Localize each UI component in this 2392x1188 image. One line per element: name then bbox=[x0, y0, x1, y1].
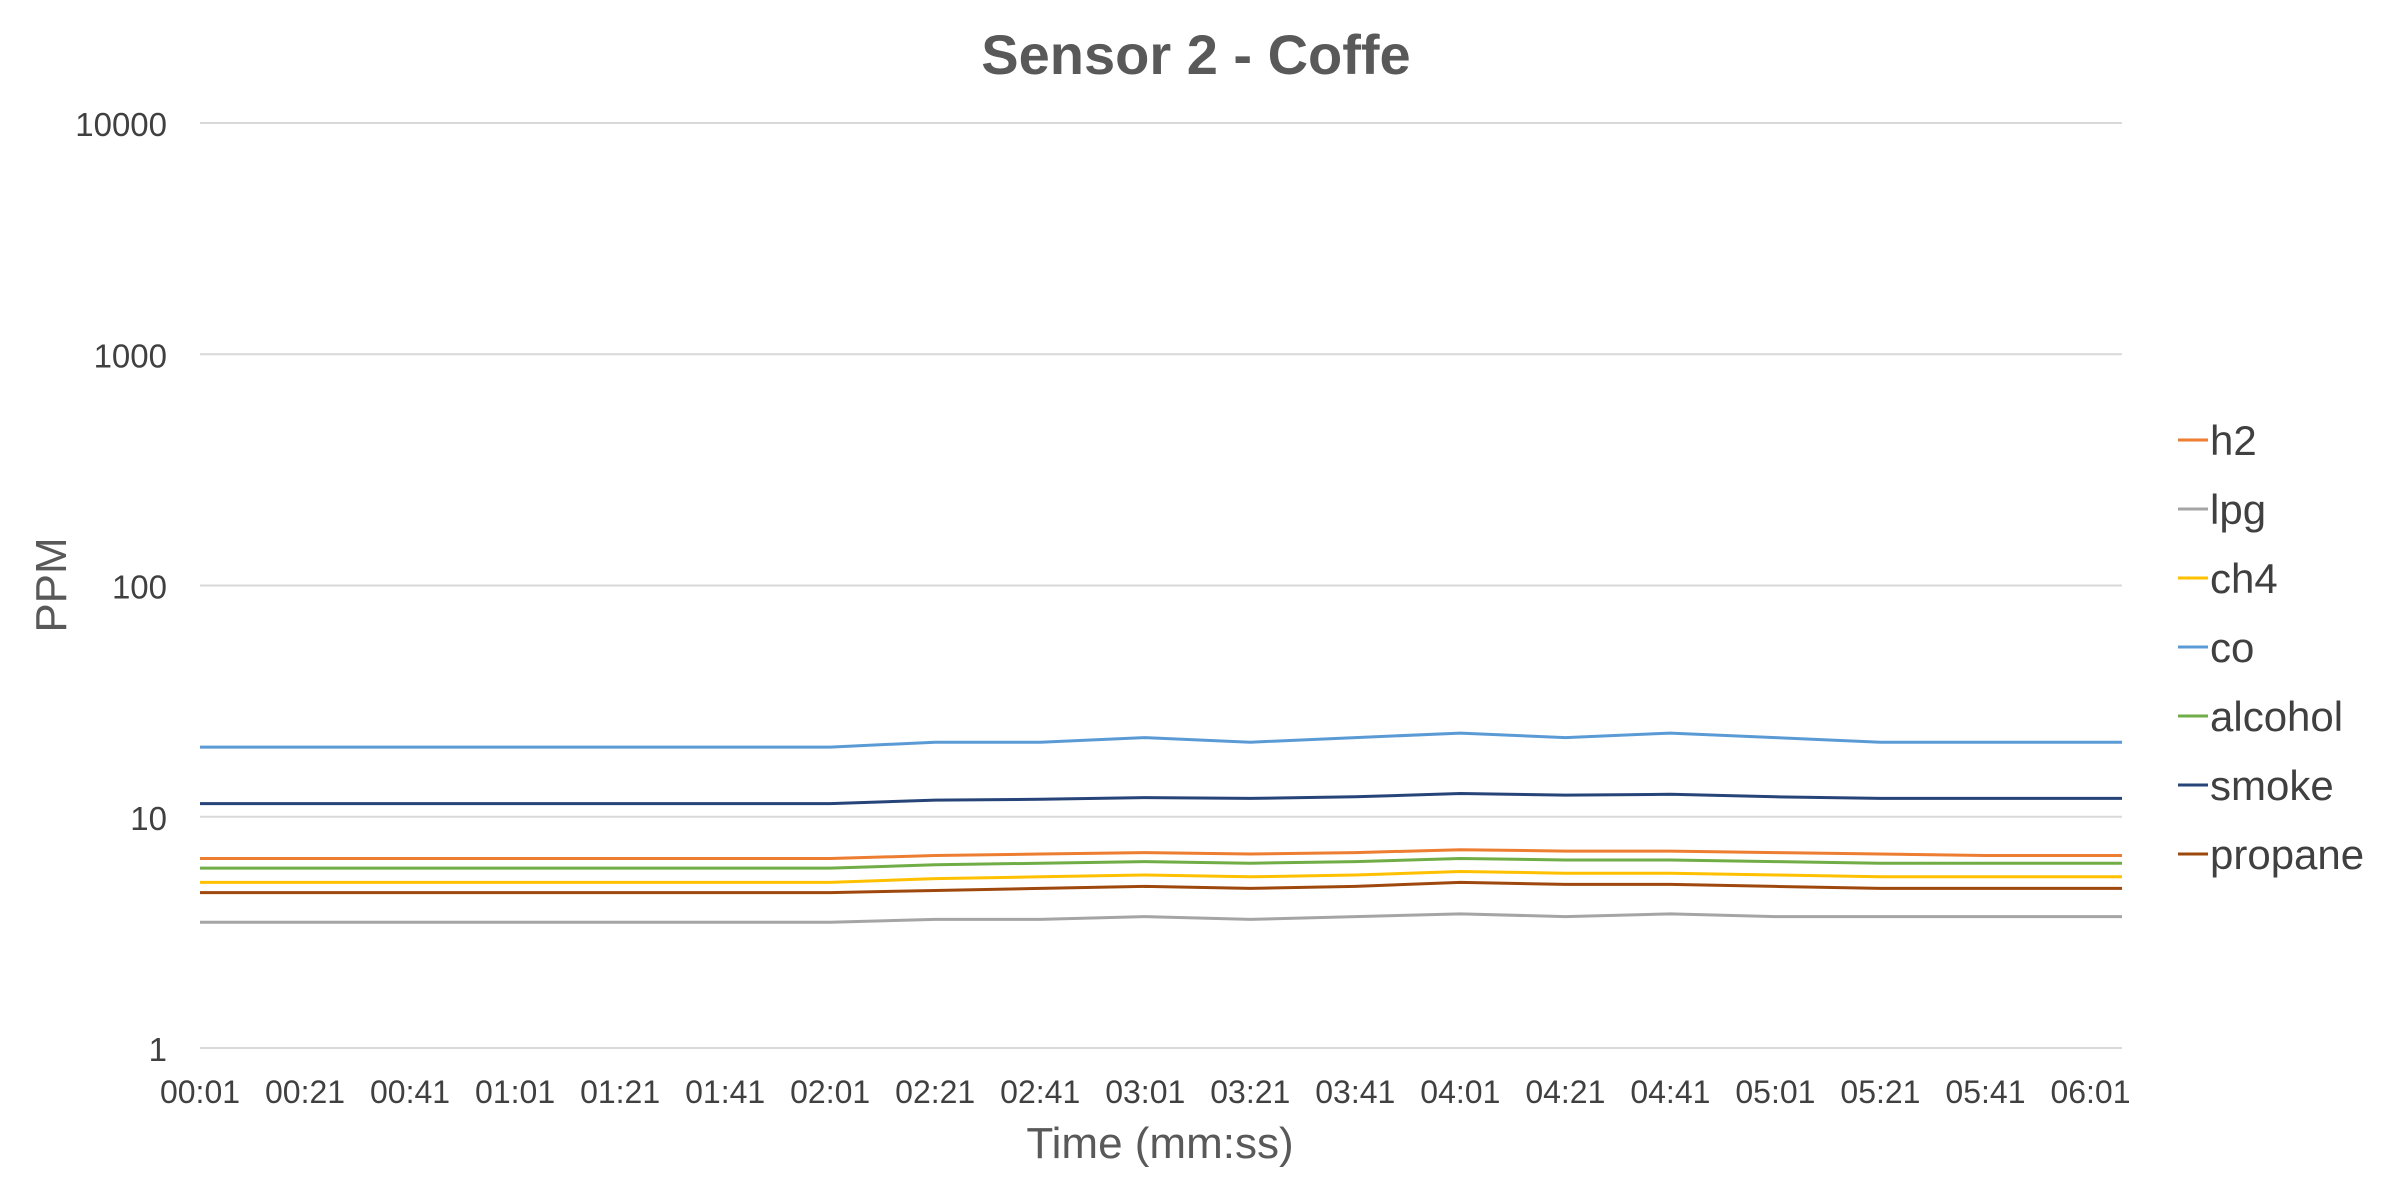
x-tick-label: 01:01 bbox=[475, 1074, 555, 1110]
x-tick-label: 03:01 bbox=[1105, 1074, 1185, 1110]
y-tick-label: 10000 bbox=[75, 106, 167, 143]
x-tick-label: 03:21 bbox=[1210, 1074, 1290, 1110]
y-tick-label: 100 bbox=[112, 569, 167, 606]
legend-label-alcohol: alcohol bbox=[2210, 693, 2343, 740]
legend-label-smoke: smoke bbox=[2210, 762, 2334, 809]
x-tick-label: 04:21 bbox=[1525, 1074, 1605, 1110]
x-tick-label: 00:41 bbox=[370, 1074, 450, 1110]
legend-label-h2: h2 bbox=[2210, 417, 2257, 464]
series-lines bbox=[200, 731, 2122, 924]
series-line-smoke bbox=[200, 792, 2122, 806]
legend: h2 lpg ch4 co alcohol smoke propane bbox=[2178, 417, 2364, 878]
x-tick-label: 04:41 bbox=[1630, 1074, 1710, 1110]
x-axis-ticks: 00:01 00:21 00:41 01:01 01:21 01:41 02:01 02:21… bbox=[160, 1074, 2131, 1110]
x-tick-label: 02:41 bbox=[1000, 1074, 1080, 1110]
y-tick-label: 10 bbox=[130, 800, 167, 837]
y-tick-label: 1 bbox=[149, 1031, 167, 1068]
x-tick-label: 01:21 bbox=[580, 1074, 660, 1110]
gridlines bbox=[200, 122, 2122, 1049]
x-axis-label: Time (mm:ss) bbox=[1026, 1119, 1293, 1168]
x-tick-label: 02:21 bbox=[895, 1074, 975, 1110]
x-tick-label: 05:41 bbox=[1945, 1074, 2025, 1110]
series-line-alcohol bbox=[200, 857, 2122, 870]
x-tick-label: 01:41 bbox=[685, 1074, 765, 1110]
series-line-h2 bbox=[200, 848, 2122, 860]
series-line-co bbox=[200, 731, 2122, 749]
legend-label-lpg: lpg bbox=[2210, 486, 2266, 533]
legend-label-ch4: ch4 bbox=[2210, 555, 2278, 602]
x-tick-label: 00:01 bbox=[160, 1074, 240, 1110]
legend-label-co: co bbox=[2210, 624, 2254, 671]
x-tick-label: 05:01 bbox=[1735, 1074, 1815, 1110]
x-tick-label: 00:21 bbox=[265, 1074, 345, 1110]
x-tick-label: 02:01 bbox=[790, 1074, 870, 1110]
x-tick-label: 04:01 bbox=[1420, 1074, 1500, 1110]
series-line-ch4 bbox=[200, 870, 2122, 884]
legend-label-propane: propane bbox=[2210, 831, 2364, 878]
y-axis-ticks: 1 10 100 1000 10000 bbox=[75, 106, 167, 1068]
chart-title: Sensor 2 - Coffe bbox=[981, 23, 1410, 86]
x-tick-label: 03:41 bbox=[1315, 1074, 1395, 1110]
y-tick-label: 1000 bbox=[94, 337, 167, 374]
series-line-propane bbox=[200, 880, 2122, 895]
y-axis-label: PPM bbox=[27, 537, 76, 632]
series-line-lpg bbox=[200, 912, 2122, 924]
x-tick-label: 05:21 bbox=[1840, 1074, 1920, 1110]
x-tick-label: 06:01 bbox=[2050, 1074, 2130, 1110]
